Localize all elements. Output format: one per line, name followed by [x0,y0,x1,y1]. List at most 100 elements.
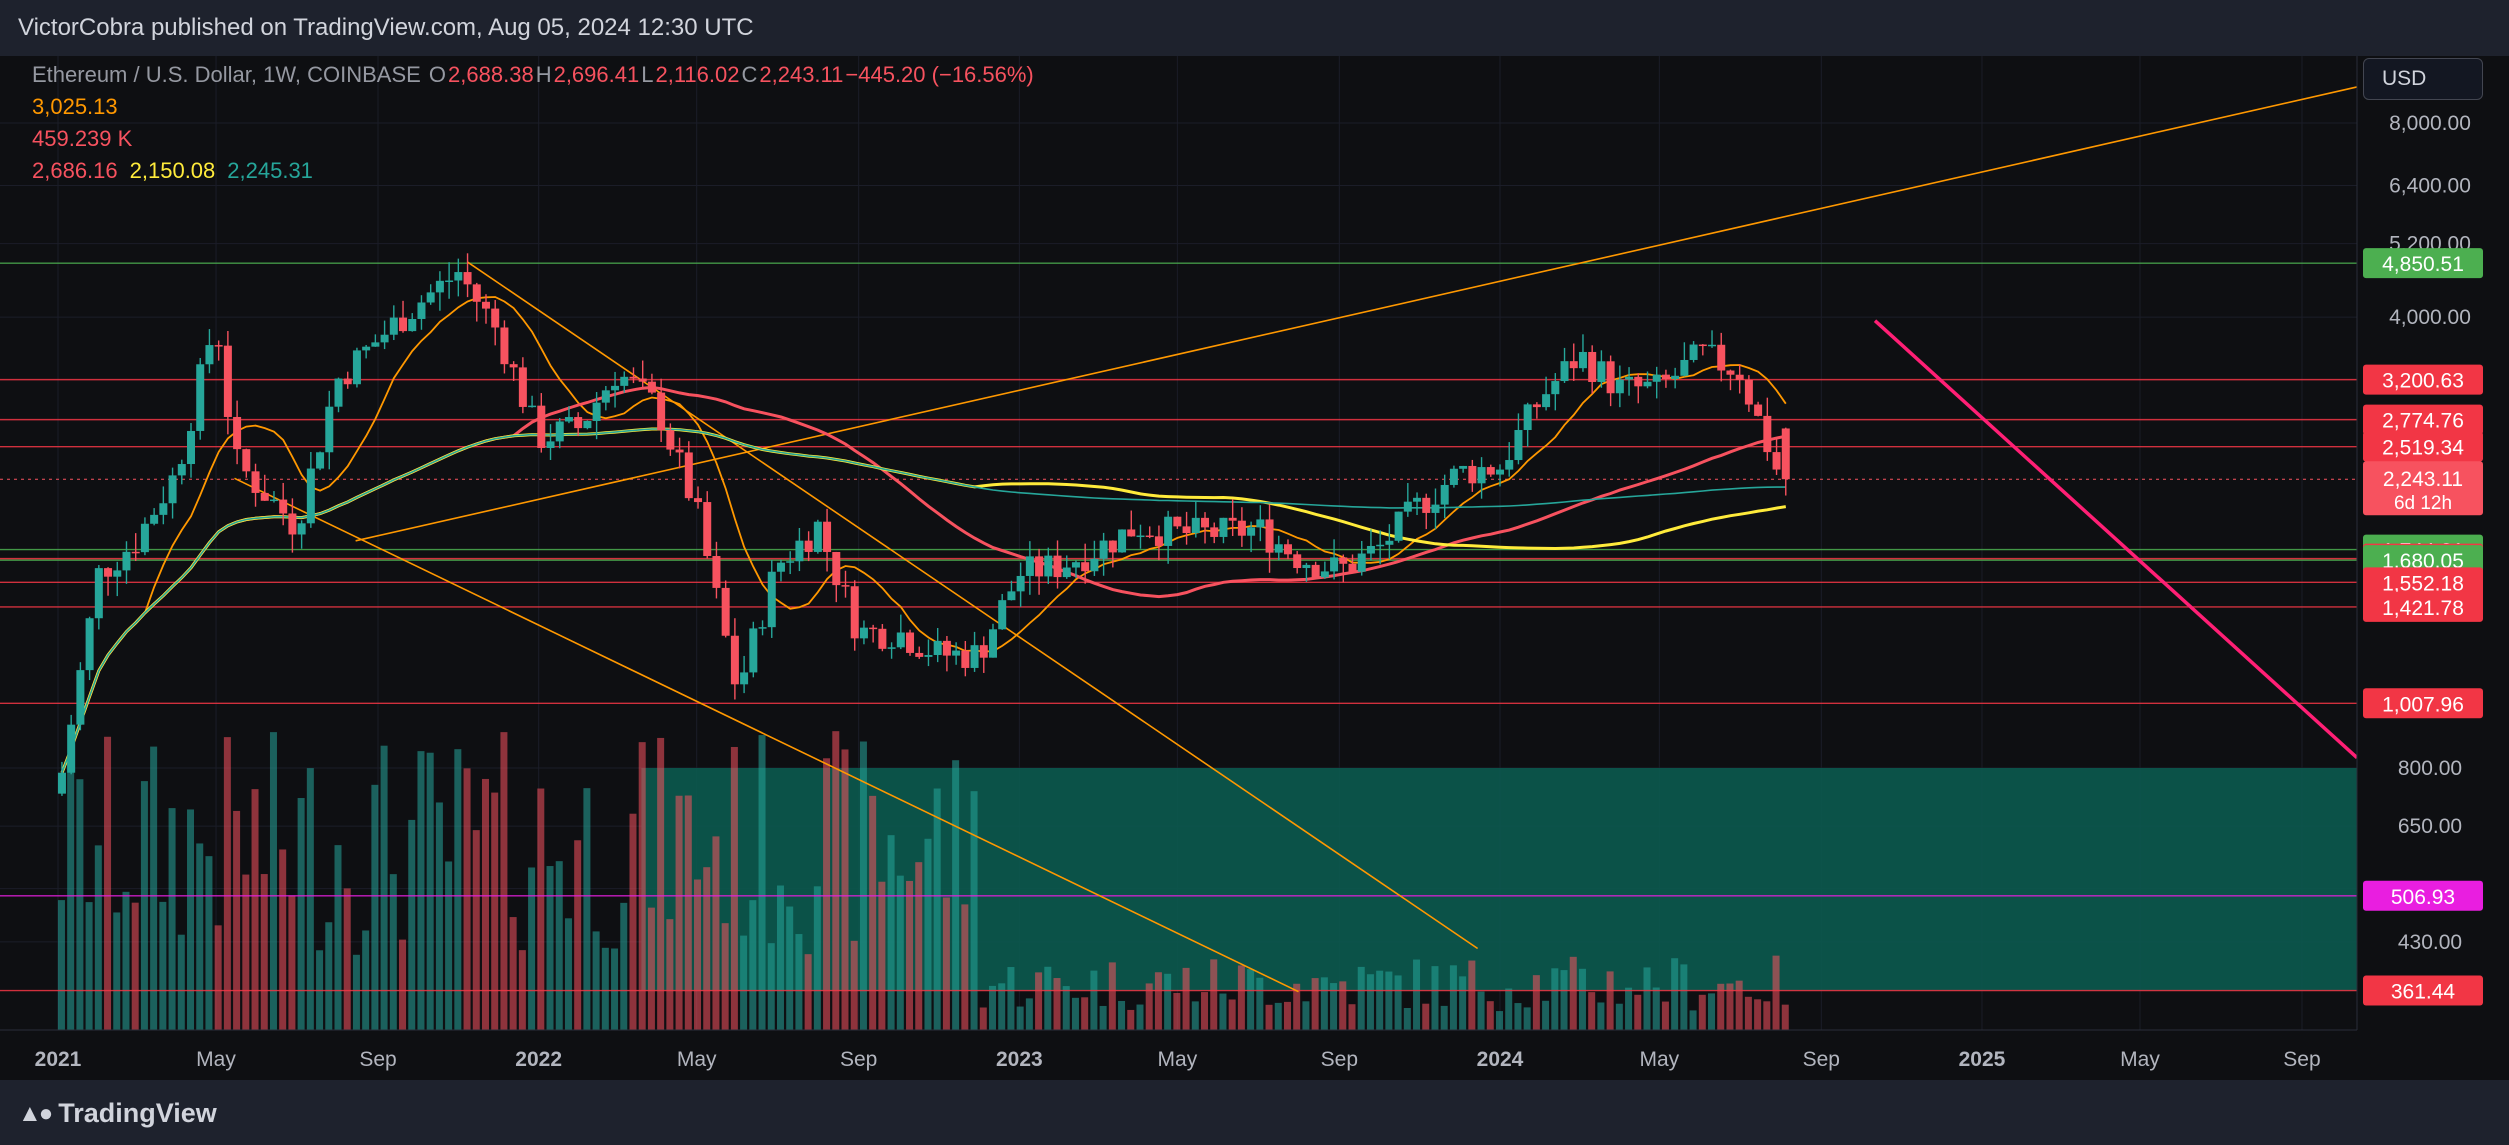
moving-averages [60,296,1787,774]
legend-ma-1: 2,686.16 [32,158,118,183]
volume-bar-25 [288,895,296,1030]
candle-body-42 [445,280,454,283]
volume-bar-57 [583,788,591,1030]
volume-bar-48 [500,732,508,1030]
candle-body-12 [168,475,177,504]
tradingview-brand: TradingView [58,1098,217,1128]
candle-body-136 [1311,564,1320,578]
candle-body-178 [1698,344,1707,347]
volume-bar-2 [76,779,84,1030]
candle-body-187 [1781,428,1790,480]
volume-bar-137 [1320,977,1328,1030]
volume-bar-127 [1228,999,1236,1030]
candle-body-121 [1173,516,1182,527]
volume-bar-140 [1348,1004,1356,1030]
candle-body-137 [1320,571,1329,578]
candle-body-89 [878,628,887,649]
time-axis: 2021 May Sep 2022 May Sep 2023 May Sep 2024 May Sep… [0,1029,2357,1071]
projection-arrow [1873,319,2359,759]
volume-bar-27 [306,768,314,1030]
y-tick-label-7: 430.00 [2398,931,2462,954]
candle-body-92 [906,632,915,653]
volume-bar-32 [352,954,360,1030]
volume-bar-14 [187,809,195,1030]
volume-bar-158 [1514,1003,1522,1030]
y-tick-label-1: 6,400.00 [2389,175,2471,198]
volume-bar-47 [491,792,499,1030]
tradingview-logo[interactable]: ▲● TradingView [18,1098,217,1129]
legend-indicator-1: 3,025.13 [32,94,118,119]
legend-high: 2,696.41 [553,62,640,87]
volume-bar-111 [1081,997,1089,1030]
candle-body-175 [1671,375,1680,379]
volume-bar-81 [804,954,812,1030]
candle-body-163 [1560,361,1569,382]
price-chart[interactable]: 8,000.006,400.005,200.004,000.00800.0065… [0,56,2509,1080]
candle-body-10 [150,514,159,524]
candle-body-24 [279,499,288,514]
volume-bar-9 [140,781,148,1030]
volume-bar-41 [435,802,443,1030]
candle-body-40 [426,292,435,303]
candle-body-139 [1339,557,1348,564]
level-tag-bg-9 [2363,688,2483,719]
volume-bar-160 [1532,975,1540,1030]
candle-body-174 [1661,374,1670,379]
candle-body-3 [85,618,94,671]
volume-bar-163 [1560,970,1568,1030]
candle-body-161 [1542,394,1551,408]
candle-body-37 [399,317,408,332]
candle-body-82 [813,521,822,552]
candle-body-60 [611,385,620,391]
volume-bar-86 [850,940,858,1030]
volume-bar-133 [1283,1001,1291,1030]
candle-body-135 [1302,564,1311,569]
y-tick-label-5: 650.00 [2398,815,2462,838]
volume-bar-18 [223,737,231,1030]
candle-body-166 [1588,351,1597,382]
volume-bar-124 [1201,992,1209,1030]
volume-bar-177 [1689,1010,1697,1030]
candle-body-36 [389,317,398,335]
x-tick-label-8: Sep [1321,1048,1358,1071]
candle-body-186 [1772,452,1781,470]
level-tag-bg-7 [2363,567,2483,598]
volume-bar-75 [749,900,757,1030]
volume-bar-12 [168,808,176,1030]
volume-bar-144 [1385,971,1393,1030]
candle-body-130 [1256,519,1265,528]
volume-bar-185 [1763,1001,1771,1030]
candle-body-54 [555,421,564,442]
candle-body-77 [767,571,776,628]
volume-bar-78 [776,885,784,1030]
volume-bar-173 [1652,987,1660,1030]
volume-bar-187 [1781,1004,1789,1030]
volume-bar-92 [906,880,914,1030]
currency-button[interactable]: USD [2363,58,2483,100]
candle-body-124 [1201,517,1210,528]
candle-body-110 [1071,562,1080,568]
volume-bar-72 [721,923,729,1030]
candle-body-100 [979,645,988,658]
candle-body-180 [1717,344,1726,371]
candle-body-8 [131,551,140,554]
candle-body-138 [1330,557,1339,572]
volume-bar-33 [362,930,370,1030]
volume-bar-141 [1357,966,1365,1030]
volume-bar-8 [131,902,139,1030]
volume-bar-186 [1772,955,1780,1030]
volume-bar-20 [242,874,250,1030]
candle-body-6 [113,570,122,577]
x-tick-label-3: 2022 [515,1048,562,1071]
candle-body-48 [500,327,509,365]
volume-bar-147 [1413,959,1421,1030]
volume-bar-37 [399,939,407,1030]
candle-body-74 [740,672,749,685]
candle-body-59 [601,390,610,403]
volume-bar-58 [592,931,600,1030]
candle-body-63 [638,378,647,382]
volume-bar-110 [1071,997,1079,1030]
candle-body-65 [657,392,666,431]
volume-bar-125 [1210,959,1218,1030]
candle-body-62 [629,376,638,379]
